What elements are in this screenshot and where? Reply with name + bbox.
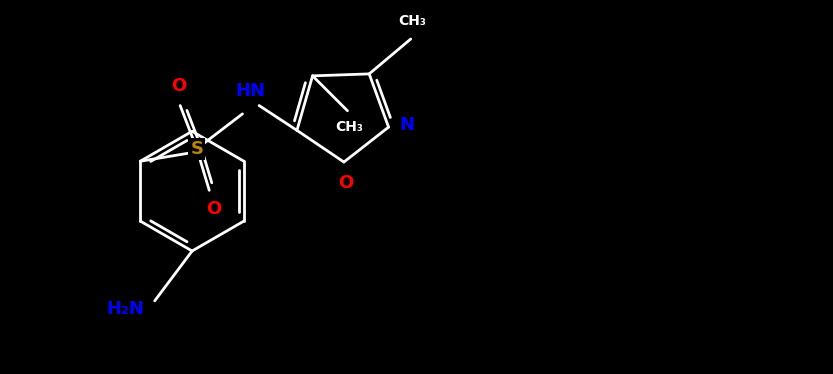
Text: S: S <box>190 140 203 158</box>
Text: CH₃: CH₃ <box>398 14 426 28</box>
Text: CH₃: CH₃ <box>335 120 363 134</box>
Text: O: O <box>338 174 353 192</box>
Text: HN: HN <box>236 82 266 99</box>
Text: N: N <box>399 116 414 135</box>
Text: O: O <box>206 200 221 218</box>
Text: H₂N: H₂N <box>107 300 145 318</box>
Text: O: O <box>171 77 186 95</box>
